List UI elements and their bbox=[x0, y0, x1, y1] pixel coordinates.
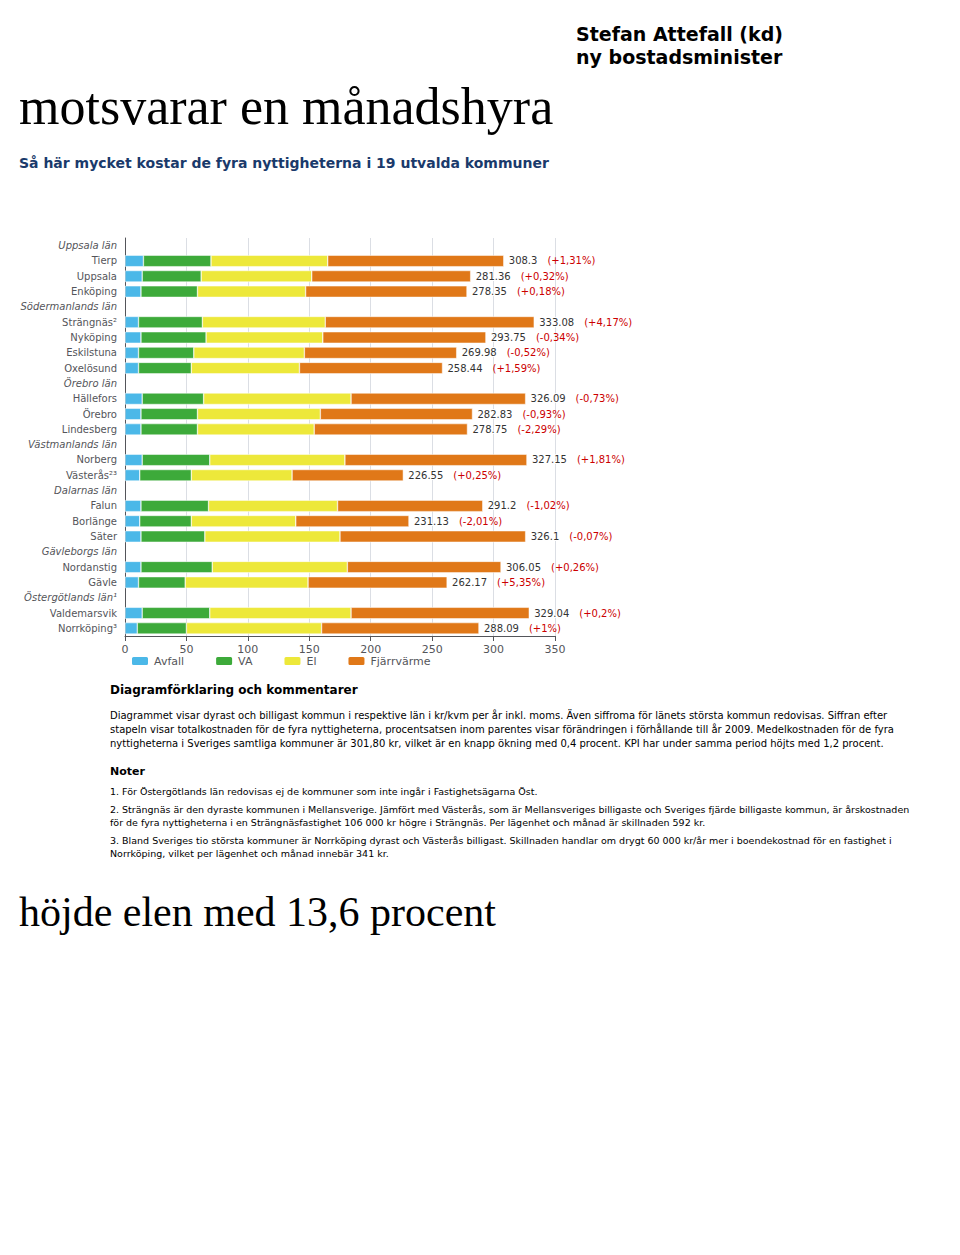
svg-text:Gävle: Gävle bbox=[88, 577, 117, 588]
svg-text:282.83: 282.83 bbox=[477, 409, 512, 420]
svg-text:Falun: Falun bbox=[91, 500, 117, 511]
svg-text:(-2,29%): (-2,29%) bbox=[517, 424, 560, 435]
svg-text:Oxelösund: Oxelösund bbox=[64, 363, 117, 374]
svg-text:Borlänge: Borlänge bbox=[72, 516, 117, 527]
svg-text:Hällefors: Hällefors bbox=[73, 393, 117, 404]
svg-text:288.09: 288.09 bbox=[484, 623, 519, 634]
svg-text:(-0,34%): (-0,34%) bbox=[536, 332, 579, 343]
svg-text:höjde elen med 13,6 procent: höjde elen med 13,6 procent bbox=[19, 889, 496, 935]
svg-text:326.1: 326.1 bbox=[531, 531, 560, 542]
svg-text:2. Strängnäs är den dyraste ko: 2. Strängnäs är den dyraste kommunen i M… bbox=[110, 804, 909, 815]
svg-text:(+1,81%): (+1,81%) bbox=[577, 454, 625, 465]
svg-text:50: 50 bbox=[179, 643, 194, 656]
svg-text:Noter: Noter bbox=[110, 765, 145, 778]
svg-text:El: El bbox=[306, 655, 316, 668]
svg-text:Valdemarsvik: Valdemarsvik bbox=[50, 608, 117, 619]
svg-text:(+4,17%): (+4,17%) bbox=[584, 317, 632, 328]
svg-text:nyttigheterna i Sveriges samtl: nyttigheterna i Sveriges samtliga kommun… bbox=[110, 738, 884, 749]
svg-text:200: 200 bbox=[360, 643, 382, 656]
svg-text:250: 250 bbox=[421, 643, 443, 656]
svg-text:281.36: 281.36 bbox=[476, 271, 511, 282]
svg-text:350: 350 bbox=[545, 643, 566, 656]
svg-text:(-2,01%): (-2,01%) bbox=[459, 516, 502, 527]
svg-text:Så här mycket kostar de fyra n: Så här mycket kostar de fyra nyttigheter… bbox=[19, 155, 549, 171]
svg-text:Säter: Säter bbox=[90, 531, 118, 542]
svg-text:Örebro: Örebro bbox=[83, 408, 117, 420]
svg-text:Tierp: Tierp bbox=[91, 255, 117, 266]
svg-text:(-0,73%): (-0,73%) bbox=[576, 393, 619, 404]
svg-text:326.09: 326.09 bbox=[531, 393, 566, 404]
svg-text:(+0,32%): (+0,32%) bbox=[521, 271, 569, 282]
svg-text:Eskilstuna: Eskilstuna bbox=[66, 347, 117, 358]
svg-text:Uppsala län: Uppsala län bbox=[58, 240, 117, 251]
svg-text:ny bostadsminister: ny bostadsminister bbox=[576, 46, 783, 68]
svg-text:306.05: 306.05 bbox=[506, 562, 541, 573]
svg-text:278.35: 278.35 bbox=[472, 286, 507, 297]
svg-text:(-1,02%): (-1,02%) bbox=[526, 500, 569, 511]
svg-text:Stefan Attefall (kd): Stefan Attefall (kd) bbox=[576, 23, 783, 45]
svg-text:Diagrammet visar dyrast och bi: Diagrammet visar dyrast och billigast ko… bbox=[110, 709, 888, 721]
svg-text:293.75: 293.75 bbox=[491, 332, 526, 343]
svg-text:231.13: 231.13 bbox=[414, 516, 449, 527]
svg-text:(+1,31%): (+1,31%) bbox=[547, 255, 595, 266]
svg-text:1. För Östergötlands län redov: 1. För Östergötlands län redovisas ej de… bbox=[110, 786, 537, 797]
svg-text:(-0,07%): (-0,07%) bbox=[569, 531, 612, 542]
svg-text:258.44: 258.44 bbox=[448, 363, 483, 374]
svg-text:Fjärrvärme: Fjärrvärme bbox=[370, 655, 430, 668]
svg-text:(+1%): (+1%) bbox=[529, 623, 561, 634]
svg-text:291.2: 291.2 bbox=[488, 500, 517, 511]
svg-text:3. Bland Sveriges tio största: 3. Bland Sveriges tio största kommuner ä… bbox=[110, 835, 892, 846]
svg-text:Örebro län: Örebro län bbox=[64, 377, 117, 389]
svg-text:269.98: 269.98 bbox=[462, 347, 497, 358]
svg-text:Dalarnas län: Dalarnas län bbox=[54, 485, 117, 496]
svg-text:278.75: 278.75 bbox=[472, 424, 507, 435]
svg-text:Avfall: Avfall bbox=[154, 655, 184, 668]
svg-text:Västmanlands län: Västmanlands län bbox=[28, 439, 117, 450]
svg-text:Strängnäs²: Strängnäs² bbox=[62, 317, 117, 328]
svg-text:Norrköping, vilket per lägenhe: Norrköping, vilket per lägenhet och måna… bbox=[110, 848, 389, 859]
svg-text:Västerås²³: Västerås²³ bbox=[66, 469, 117, 481]
svg-text:150: 150 bbox=[298, 643, 320, 656]
svg-text:100: 100 bbox=[237, 643, 259, 656]
svg-text:Nyköping: Nyköping bbox=[70, 332, 117, 343]
svg-text:Uppsala: Uppsala bbox=[77, 271, 117, 282]
svg-text:stapeln visar totalkostnaden f: stapeln visar totalkostnaden för de fyra… bbox=[110, 723, 894, 735]
svg-text:motsvarar en månadshyra: motsvarar en månadshyra bbox=[19, 78, 553, 135]
svg-text:för de fyra nyttigheterna i en: för de fyra nyttigheterna i en Strängnäs… bbox=[110, 817, 705, 828]
svg-text:Södermanlands län: Södermanlands län bbox=[20, 301, 117, 312]
svg-text:Norrköping³: Norrköping³ bbox=[58, 623, 117, 634]
svg-text:Lindesberg: Lindesberg bbox=[62, 424, 117, 435]
svg-text:Nordanstig: Nordanstig bbox=[62, 562, 117, 573]
svg-text:226.55: 226.55 bbox=[408, 470, 443, 481]
svg-text:308.3: 308.3 bbox=[509, 255, 538, 266]
svg-text:(-0,93%): (-0,93%) bbox=[522, 409, 565, 420]
svg-text:Norberg: Norberg bbox=[77, 454, 118, 465]
svg-text:262.17: 262.17 bbox=[452, 577, 487, 588]
svg-text:(+0,25%): (+0,25%) bbox=[453, 470, 501, 481]
svg-text:(+1,59%): (+1,59%) bbox=[493, 363, 541, 374]
svg-text:Östergötlands län¹: Östergötlands län¹ bbox=[24, 591, 117, 603]
svg-text:(+0,26%): (+0,26%) bbox=[551, 562, 599, 573]
svg-text:329.04: 329.04 bbox=[534, 608, 569, 619]
svg-text:VA: VA bbox=[238, 655, 253, 668]
svg-text:Enköping: Enköping bbox=[71, 286, 117, 297]
svg-text:Diagramförklaring och kommenta: Diagramförklaring och kommentarer bbox=[110, 683, 358, 697]
svg-text:333.08: 333.08 bbox=[539, 317, 574, 328]
svg-text:(-0,52%): (-0,52%) bbox=[507, 347, 550, 358]
svg-text:(+5,35%): (+5,35%) bbox=[497, 577, 545, 588]
svg-text:0: 0 bbox=[122, 643, 129, 656]
svg-text:(+0,2%): (+0,2%) bbox=[579, 608, 621, 619]
svg-text:327.15: 327.15 bbox=[532, 454, 567, 465]
svg-text:Gävleborgs län: Gävleborgs län bbox=[42, 546, 117, 557]
svg-text:(+0,18%): (+0,18%) bbox=[517, 286, 565, 297]
svg-text:300: 300 bbox=[483, 643, 504, 656]
